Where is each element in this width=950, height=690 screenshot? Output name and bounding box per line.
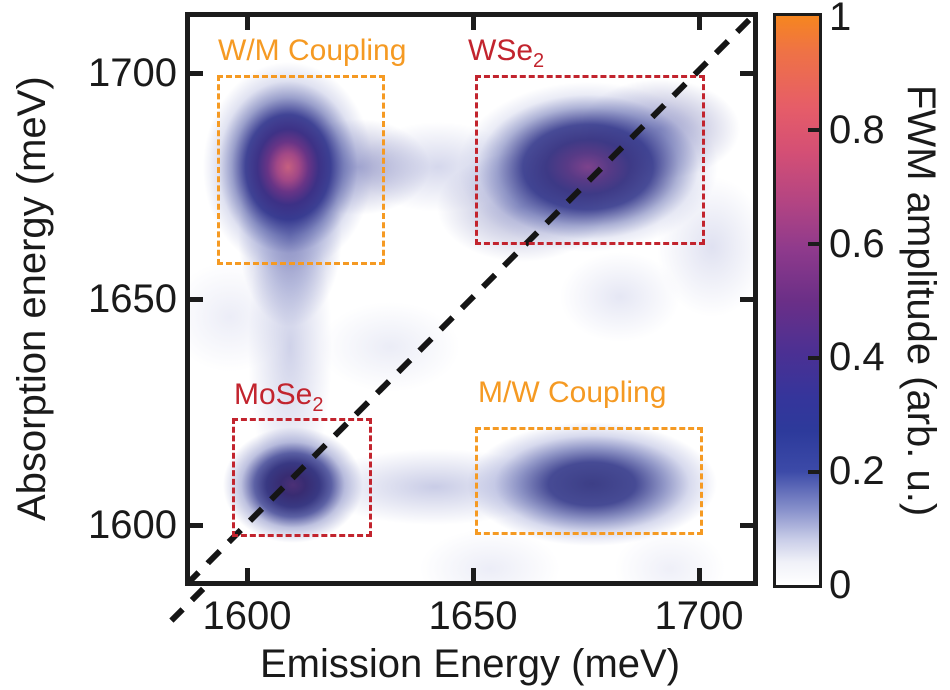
y-tick-label-1700: 1700: [88, 51, 177, 95]
colorbar-label-0: 0: [829, 563, 852, 607]
y-tick-right-1700: [740, 71, 753, 76]
x-tick-1600: [245, 568, 250, 581]
x-tick-label-1600: 1600: [202, 594, 292, 638]
y-tick-1650: [190, 297, 203, 302]
x-tick-top-1700: [697, 17, 702, 30]
mose2-box: [232, 418, 372, 537]
colorbar-label-0.8: 0.8: [829, 108, 885, 152]
colorbar-label-1: 1: [829, 0, 852, 39]
wm-coupling-box: [217, 75, 385, 265]
colorbar: [773, 13, 822, 588]
y-tick-1700: [190, 71, 203, 76]
y-tick-label-1600: 1600: [88, 503, 177, 547]
colorbar-tick-0.6: [808, 242, 819, 246]
x-tick-1650: [471, 568, 476, 581]
x-axis-title: Emission Energy (meV): [259, 642, 681, 686]
wm-coupling-label: W/M Coupling: [218, 34, 407, 67]
mw-coupling-box: [475, 427, 703, 535]
colorbar-tick-0.8: [808, 128, 819, 132]
y-axis-title: Absorption energy (meV): [10, 76, 54, 522]
x-tick-label-1650: 1650: [428, 594, 518, 638]
mose2-label: MoSe2: [234, 378, 324, 416]
colorbar-tick-0.4: [808, 356, 819, 360]
y-tick-label-1650: 1650: [88, 277, 177, 321]
plot-axes-frame: W/M Coupling WSe2 MoSe2 M/W Coupling: [185, 12, 758, 586]
mose2-label-sub: 2: [312, 394, 324, 416]
colorbar-title: FWM amplitude (arb. u.): [899, 84, 943, 517]
y-tick-right-1600: [740, 523, 753, 528]
colorbar-tick-0.2: [808, 470, 819, 474]
colorbar-label-0.6: 0.6: [829, 222, 885, 266]
heatmap-canvas: W/M Coupling WSe2 MoSe2 M/W Coupling: [190, 17, 753, 581]
x-tick-top-1600: [245, 17, 250, 30]
mose2-label-base: MoSe: [234, 378, 313, 411]
y-tick-1600: [190, 523, 203, 528]
wse2-label: WSe2: [468, 34, 544, 72]
wse2-label-base: WSe: [468, 34, 534, 67]
mw-coupling-label: M/W Coupling: [478, 376, 667, 409]
wse2-label-sub: 2: [533, 50, 545, 72]
colorbar-label-0.4: 0.4: [829, 335, 885, 379]
x-tick-label-1700: 1700: [654, 594, 744, 638]
wse2-box: [475, 75, 705, 245]
x-tick-top-1650: [471, 17, 476, 30]
y-tick-right-1650: [740, 297, 753, 302]
x-tick-1700: [697, 568, 702, 581]
colorbar-label-0.2: 0.2: [829, 449, 885, 493]
